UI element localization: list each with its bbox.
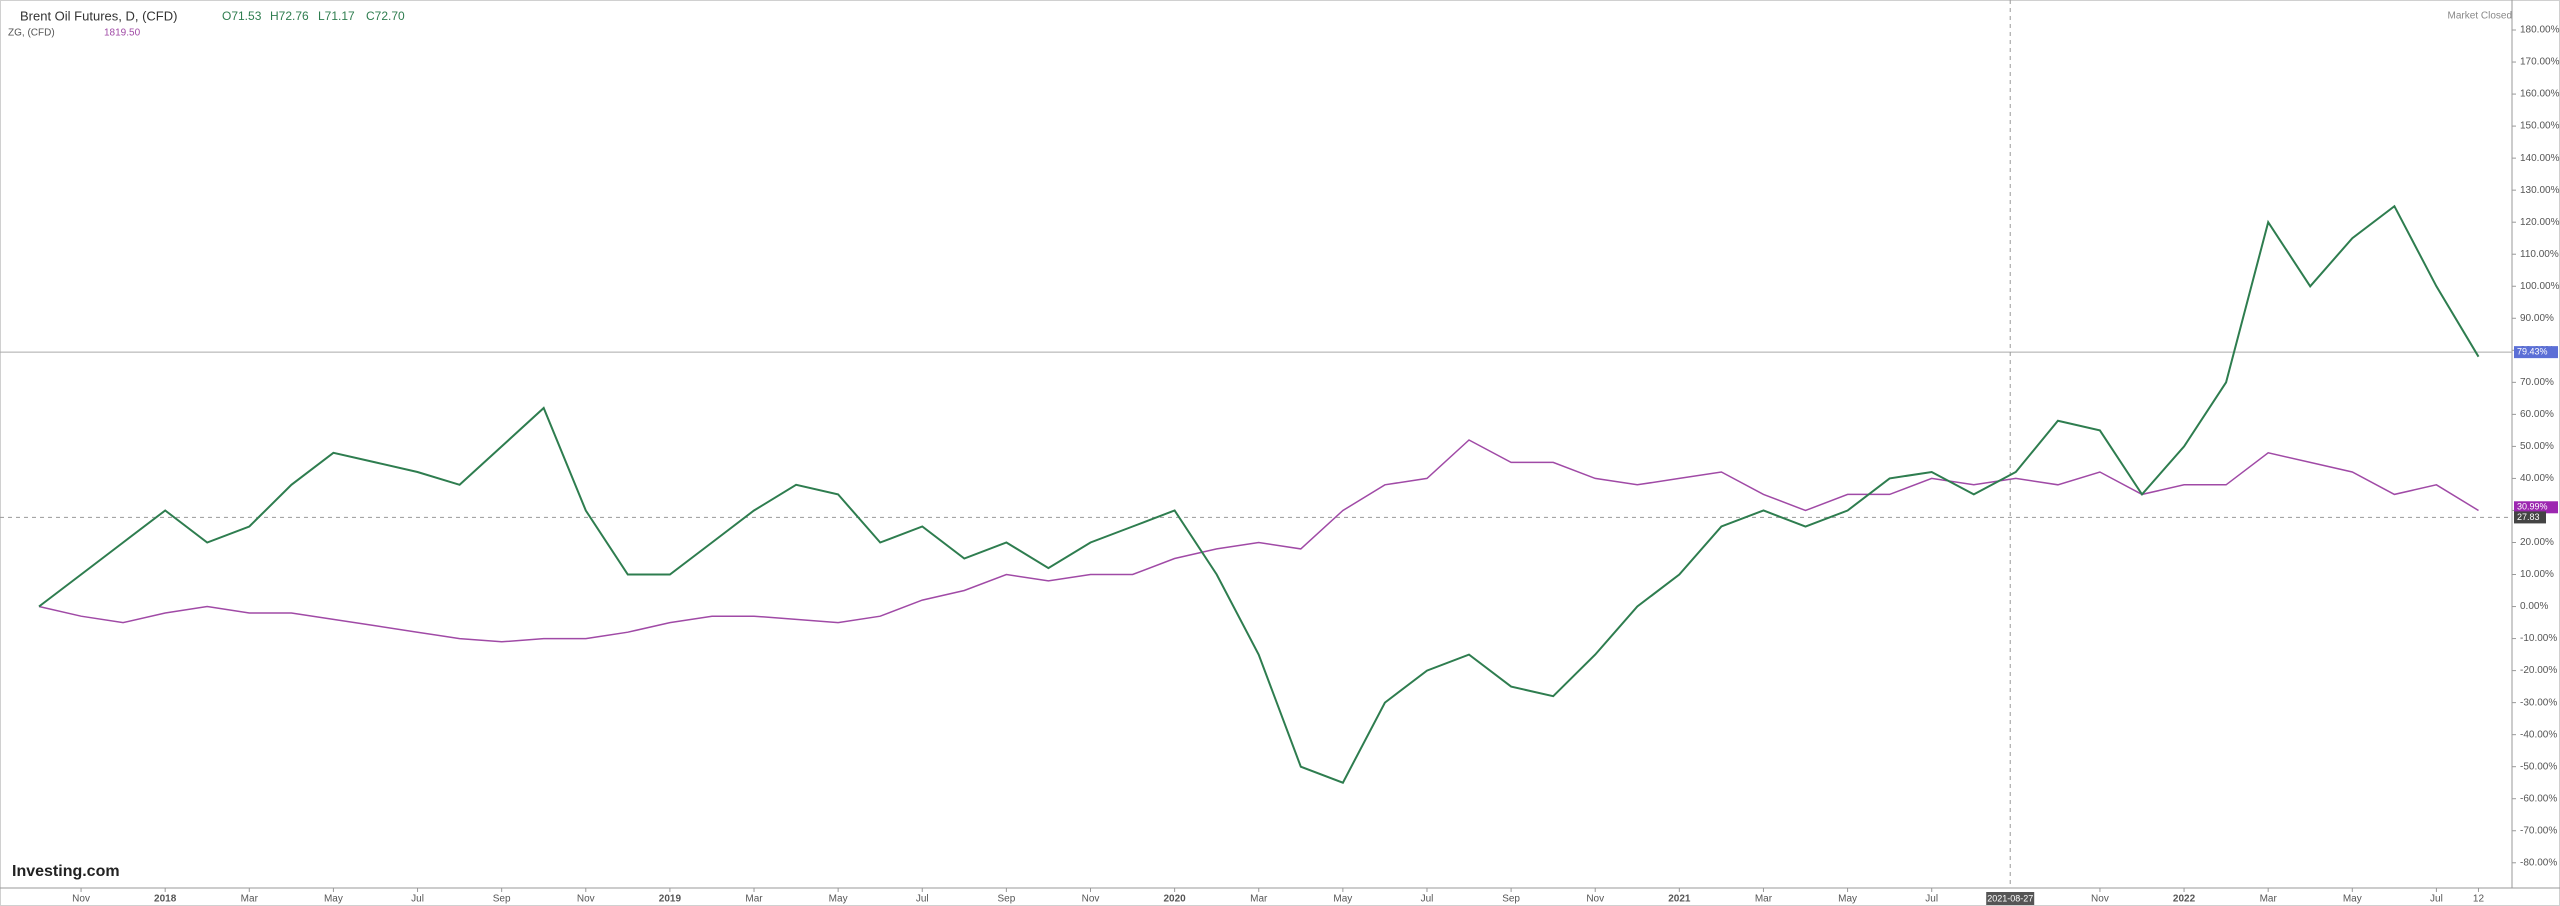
y-tick-label: -10.00% (2520, 633, 2557, 644)
x-tick-label: Sep (493, 894, 511, 905)
x-tick-label: Mar (1250, 894, 1268, 905)
y-tick-label: 0.00% (2520, 601, 2548, 612)
x-tick-label: Jul (916, 894, 929, 905)
y-tick-label: 50.00% (2520, 441, 2554, 452)
x-tick-label: Mar (241, 894, 259, 905)
x-tick-label: Nov (2091, 894, 2109, 905)
y-tick-label: 40.00% (2520, 473, 2554, 484)
ohlc-open: O71.53 (222, 9, 262, 23)
y-tick-label: 20.00% (2520, 537, 2554, 548)
x-tick-label: Nov (1586, 894, 1604, 905)
y-tick-label: 120.00% (2520, 217, 2560, 228)
y-tick-label: -70.00% (2520, 825, 2557, 836)
x-tick-label: Jul (2430, 894, 2443, 905)
x-tick-label: Nov (577, 894, 595, 905)
x-tick-label: May (324, 894, 343, 905)
y-tick-label: -30.00% (2520, 697, 2557, 708)
y-tick-label: -50.00% (2520, 761, 2557, 772)
price-label: 30.99% (2517, 502, 2548, 512)
x-tick-label: 2019 (659, 894, 682, 905)
x-tick-label: Jul (1925, 894, 1938, 905)
x-tick-label: 2018 (154, 894, 177, 905)
y-tick-label: -20.00% (2520, 665, 2557, 676)
y-tick-label: 130.00% (2520, 185, 2560, 196)
series-value: 1819.50 (104, 28, 141, 39)
y-tick-label: 180.00% (2520, 25, 2560, 36)
y-tick-label: 90.00% (2520, 313, 2554, 324)
crosshair-y-label: 27.83 (2517, 512, 2540, 522)
y-tick-label: -80.00% (2520, 857, 2557, 868)
series-name: Brent Oil Futures, D, (CFD) (20, 8, 177, 23)
x-tick-label: Mar (1755, 894, 1773, 905)
x-tick-label: Mar (2260, 894, 2278, 905)
series-line (38, 204, 2480, 784)
y-tick-label: -60.00% (2520, 793, 2557, 804)
y-tick-label: 10.00% (2520, 569, 2554, 580)
y-tick-label: -40.00% (2520, 729, 2557, 740)
x-tick-label: Nov (1082, 894, 1100, 905)
x-tick-label: May (1333, 894, 1352, 905)
ohlc-high: H72.76 (270, 9, 309, 23)
y-tick-label: 170.00% (2520, 57, 2560, 68)
x-tick-label: Nov (72, 894, 90, 905)
ohlc-close: C72.70 (366, 9, 405, 23)
x-tick-label: Sep (997, 894, 1015, 905)
x-tick-label: May (829, 894, 848, 905)
y-tick-label: 150.00% (2520, 121, 2560, 132)
crosshair-x-box (1986, 892, 2035, 905)
x-tick-label: 12 (2473, 894, 2485, 905)
crosshair-y-box (2514, 511, 2546, 524)
y-tick-label: 110.00% (2520, 249, 2559, 260)
y-tick-label: 160.00% (2520, 89, 2560, 100)
x-tick-label: 2020 (1163, 894, 1186, 905)
price-label-box (2514, 501, 2558, 514)
x-tick-label: 2021 (1668, 894, 1691, 905)
crosshair-x-label: 2021-08-27 (1987, 893, 2033, 903)
series-name: ZG, (CFD) (8, 28, 55, 39)
x-tick-label: Mar (745, 894, 763, 905)
price-label: 79.43% (2517, 347, 2548, 357)
brand-logo: Investing.com (12, 863, 120, 880)
x-tick-label: Jul (411, 894, 424, 905)
x-tick-label: May (1838, 894, 1857, 905)
market-status: Market Closed (2448, 11, 2512, 22)
ohlc-low: L71.17 (318, 9, 355, 23)
y-tick-label: 140.00% (2520, 153, 2560, 164)
y-tick-label: 70.00% (2520, 377, 2554, 388)
series-line (38, 439, 2479, 643)
x-tick-label: Jul (1421, 894, 1434, 905)
x-tick-label: 2022 (2173, 894, 2196, 905)
y-tick-label: 100.00% (2520, 281, 2560, 292)
price-label-box (2514, 346, 2558, 359)
x-tick-label: May (2343, 894, 2362, 905)
x-tick-label: Sep (1502, 894, 1520, 905)
y-tick-label: 60.00% (2520, 409, 2554, 420)
